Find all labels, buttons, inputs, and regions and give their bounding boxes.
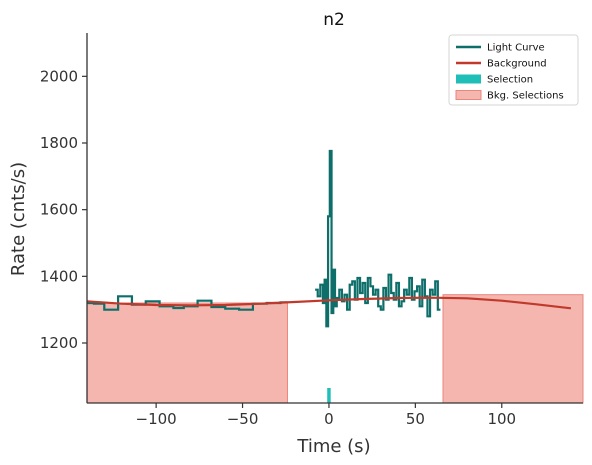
chart-title: n2 (323, 10, 345, 30)
bkg-selection-2 (442, 294, 584, 404)
bkg-selection-1 (86, 302, 288, 404)
legend-item: Light Curve (456, 43, 545, 54)
y-tick-label: 2000 (40, 67, 78, 85)
legend-label: Light Curve (487, 43, 545, 54)
selection-bar (327, 388, 331, 403)
y-tick-label: 1600 (40, 201, 78, 219)
y-tick-label: 1800 (40, 134, 78, 152)
x-tick-label: 0 (324, 410, 334, 428)
x-tick-label: 50 (406, 410, 425, 428)
light-curve-series (87, 149, 441, 328)
x-tick-label: −50 (227, 410, 259, 428)
legend: Light Curve Background Selection Bkg. Selec… (448, 34, 579, 106)
light-curve-fine-line (315, 149, 441, 328)
legend-label: Background (487, 59, 547, 70)
legend-item: Selection (456, 74, 533, 86)
x-ticks: −100 −50 0 50 100 (136, 403, 516, 428)
y-tick-label: 1400 (40, 267, 78, 285)
axes (86, 33, 583, 404)
y-axis-label: Rate (cnts/s) (8, 162, 29, 276)
bkg-selection-regions (86, 294, 584, 404)
legend-label: Bkg. Selections (487, 91, 564, 102)
legend-swatch-patch (455, 90, 482, 100)
legend-item: Background (456, 59, 547, 70)
legend-swatch-patch (456, 74, 481, 84)
y-ticks: 1200 1400 1600 1800 2000 (40, 67, 87, 352)
background-curve (86, 296, 572, 310)
background-series (86, 296, 572, 310)
x-tick-label: −100 (136, 410, 177, 428)
selection-region (327, 388, 331, 403)
legend-item: Bkg. Selections (455, 90, 564, 102)
legend-label: Selection (487, 75, 533, 86)
y-tick-label: 1200 (40, 334, 78, 352)
x-tick-label: 100 (487, 410, 516, 428)
legend-frame (448, 34, 579, 106)
x-axis-label: Time (s) (296, 436, 370, 457)
